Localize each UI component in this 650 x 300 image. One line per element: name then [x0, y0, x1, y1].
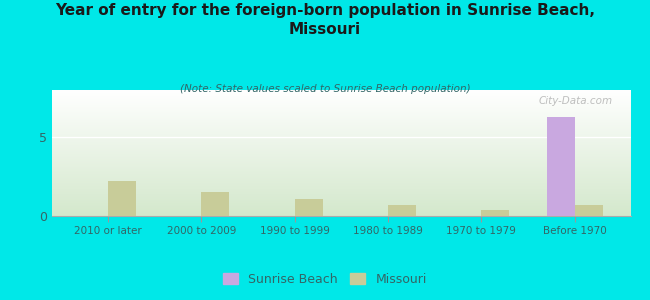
Text: (Note: State values scaled to Sunrise Beach population): (Note: State values scaled to Sunrise Be… — [179, 84, 471, 94]
Bar — [202, 192, 229, 216]
Text: City-Data.com: City-Data.com — [539, 96, 613, 106]
Legend: Sunrise Beach, Missouri: Sunrise Beach, Missouri — [218, 268, 432, 291]
Bar — [575, 205, 603, 216]
Bar — [481, 211, 509, 216]
Text: Year of entry for the foreign-born population in Sunrise Beach,
Missouri: Year of entry for the foreign-born popul… — [55, 3, 595, 37]
Bar — [547, 117, 575, 216]
Bar — [294, 199, 322, 216]
Bar — [108, 181, 136, 216]
Bar — [388, 205, 416, 216]
